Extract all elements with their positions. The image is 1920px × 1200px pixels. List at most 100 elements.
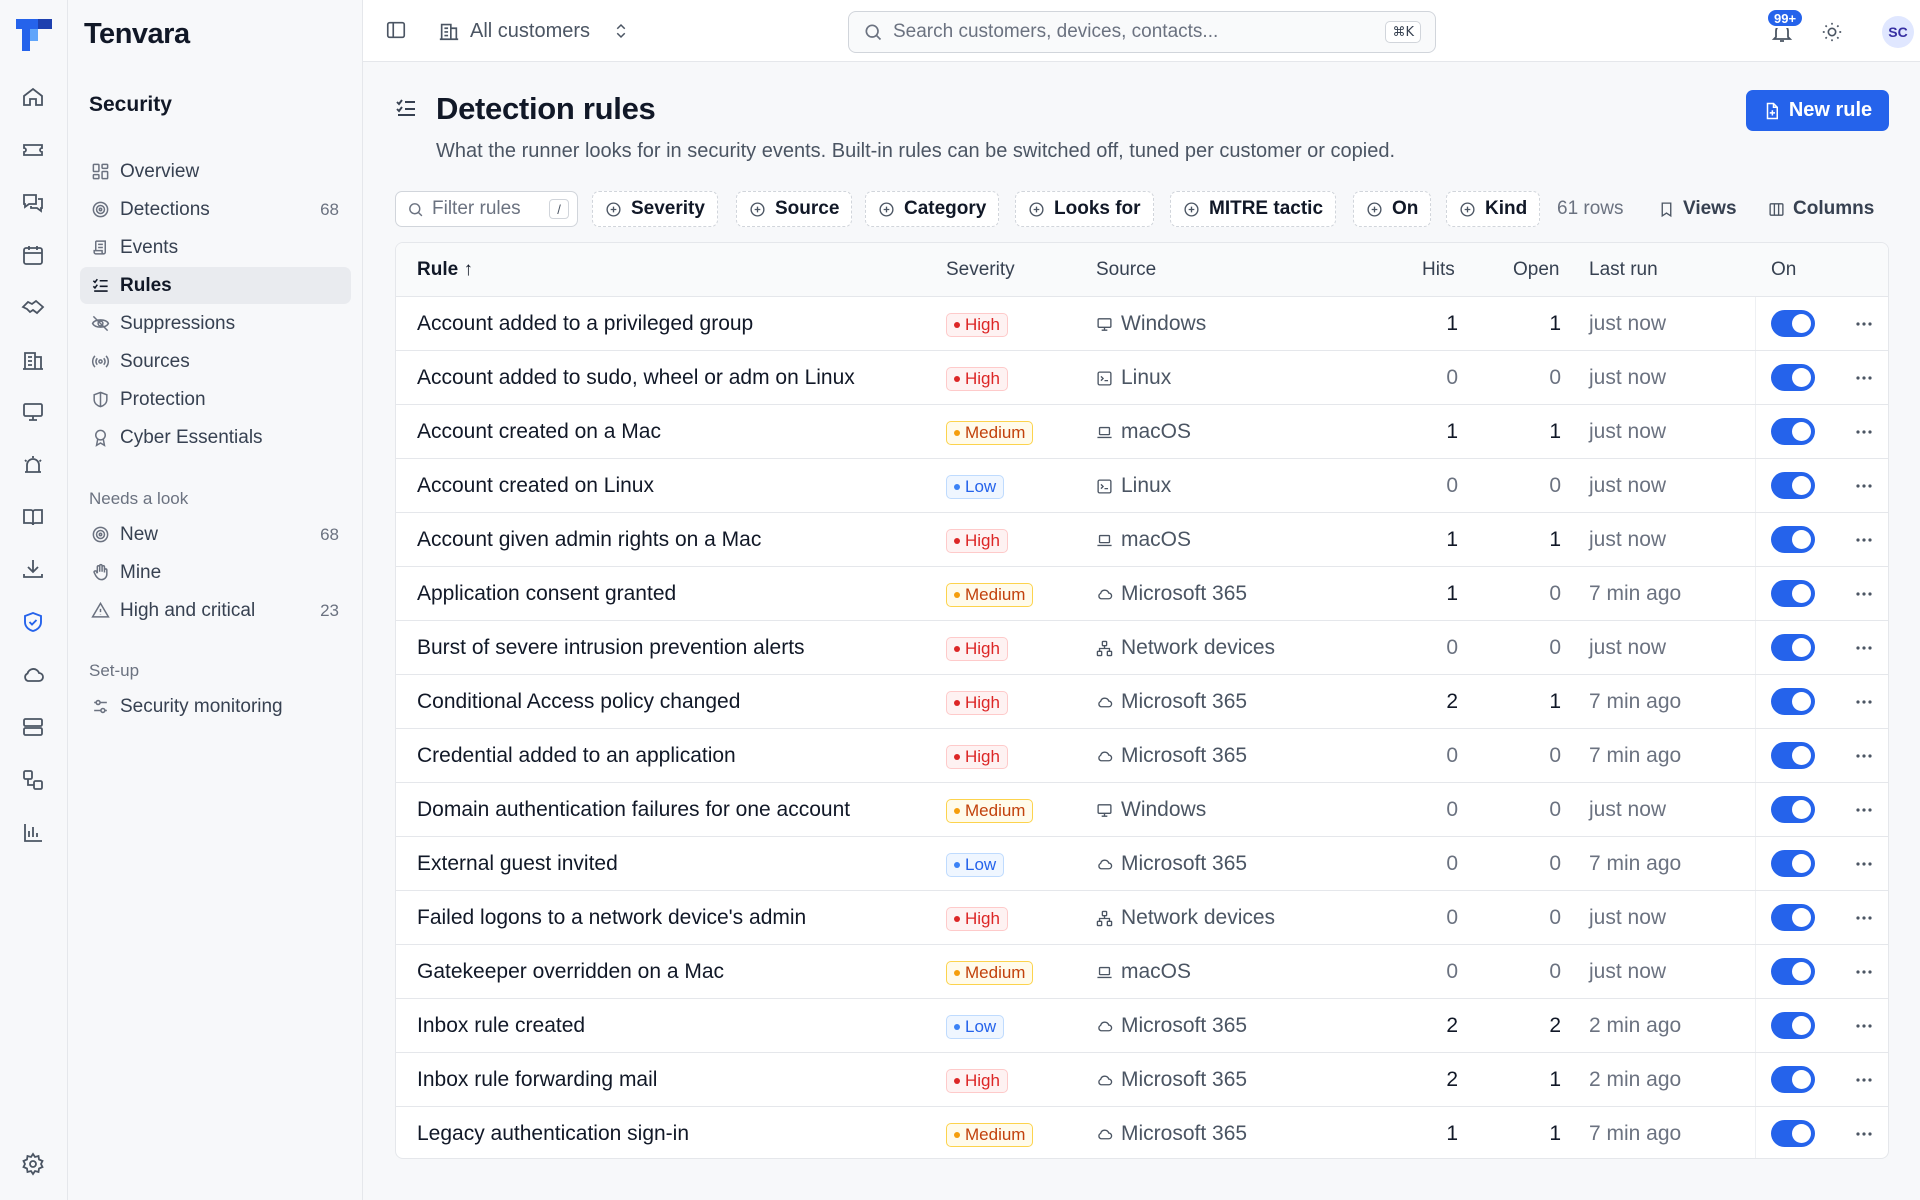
sidebar-item-sources[interactable]: Sources [80, 343, 351, 380]
rule-name[interactable]: Gatekeeper overridden on a Mac [417, 960, 725, 983]
table-row[interactable]: Conditional Access policy changed High Mic… [396, 675, 1888, 729]
rule-enabled-toggle[interactable] [1771, 1120, 1815, 1147]
column-header-open[interactable]: Open [1513, 259, 1560, 280]
more-actions-icon[interactable] [1853, 367, 1875, 389]
filter-chip-looks-for[interactable]: Looks for [1015, 191, 1154, 227]
rule-enabled-toggle[interactable] [1771, 742, 1815, 769]
more-actions-icon[interactable] [1853, 691, 1875, 713]
rule-name[interactable]: Account given admin rights on a Mac [417, 528, 762, 551]
filter-chip-category[interactable]: Category [865, 191, 1000, 227]
more-actions-icon[interactable] [1853, 1123, 1875, 1145]
rule-enabled-toggle[interactable] [1771, 580, 1815, 607]
rule-enabled-toggle[interactable] [1771, 1066, 1815, 1093]
filter-chip-severity[interactable]: Severity [592, 191, 718, 227]
book-icon[interactable] [20, 504, 46, 530]
column-header-rule[interactable]: Rule ↑ [417, 259, 473, 280]
table-row[interactable]: Application consent granted Medium Microso… [396, 567, 1888, 621]
column-header-last-run[interactable]: Last run [1589, 259, 1658, 280]
sidebar-item-rules[interactable]: Rules [80, 267, 351, 304]
table-row[interactable]: Inbox rule forwarding mail High Microsoft … [396, 1053, 1888, 1107]
settings-icon[interactable] [20, 1151, 46, 1177]
rule-name[interactable]: Burst of severe intrusion prevention ale… [417, 636, 805, 659]
more-actions-icon[interactable] [1853, 1069, 1875, 1091]
column-header-on[interactable]: On [1771, 259, 1797, 280]
ticket-icon[interactable] [20, 137, 46, 163]
filter-chip-kind[interactable]: Kind [1446, 191, 1541, 227]
rule-name[interactable]: Account created on Linux [417, 474, 654, 497]
rule-name[interactable]: Account created on a Mac [417, 420, 661, 443]
sidebar-item-events[interactable]: Events [80, 229, 351, 266]
filter-rules-input[interactable] [432, 198, 542, 220]
sidebar-item-suppressions[interactable]: Suppressions [80, 305, 351, 342]
more-actions-icon[interactable] [1853, 1015, 1875, 1037]
rule-enabled-toggle[interactable] [1771, 904, 1815, 931]
rule-name[interactable]: Domain authentication failures for one a… [417, 798, 851, 821]
monitor-icon[interactable] [20, 399, 46, 425]
more-actions-icon[interactable] [1853, 853, 1875, 875]
table-row[interactable]: External guest invited Low Microsoft 365 0 0… [396, 837, 1888, 891]
sidebar-item-protection[interactable]: Protection [80, 381, 351, 418]
sidebar-item-overview[interactable]: Overview [80, 153, 351, 190]
table-row[interactable]: Account added to a privileged group High W… [396, 297, 1888, 351]
column-header-hits[interactable]: Hits [1422, 259, 1455, 280]
sidebar-item-mine[interactable]: Mine [80, 554, 351, 591]
table-row[interactable]: Account created on Linux Low Linux 0 0 just n… [396, 459, 1888, 513]
table-row[interactable]: Gatekeeper overridden on a Mac Medium macO… [396, 945, 1888, 999]
sidebar-toggle-icon[interactable] [385, 19, 407, 41]
shield-icon[interactable] [20, 609, 46, 635]
rule-name[interactable]: Conditional Access policy changed [417, 690, 741, 713]
customer-selector[interactable]: All customers [438, 15, 630, 47]
rule-enabled-toggle[interactable] [1771, 310, 1815, 337]
workflow-icon[interactable] [20, 767, 46, 793]
alarm-icon[interactable] [20, 452, 46, 478]
filter-chip-on[interactable]: On [1353, 191, 1432, 227]
new-rule-button[interactable]: New rule [1746, 90, 1889, 131]
handshake-icon[interactable] [20, 294, 46, 320]
table-row[interactable]: Credential added to an application High Mi… [396, 729, 1888, 783]
sidebar-item-high-and-critical[interactable]: High and critical 23 [80, 592, 351, 629]
home-icon[interactable] [20, 84, 46, 110]
table-row[interactable]: Failed logons to a network device's admi… [396, 891, 1888, 945]
building-icon[interactable] [20, 347, 46, 373]
rule-name[interactable]: External guest invited [417, 852, 618, 875]
rule-name[interactable]: Inbox rule forwarding mail [417, 1068, 658, 1091]
columns-button[interactable]: Columns [1768, 191, 1874, 227]
table-row[interactable]: Domain authentication failures for one a… [396, 783, 1888, 837]
rule-enabled-toggle[interactable] [1771, 634, 1815, 661]
sidebar-item-cyber-essentials[interactable]: Cyber Essentials [80, 419, 351, 456]
rule-enabled-toggle[interactable] [1771, 958, 1815, 985]
sidebar-item-new[interactable]: New 68 [80, 516, 351, 553]
filter-rules-field[interactable]: / [395, 191, 578, 227]
table-row[interactable]: Account created on a Mac Medium macOS 1 1 jus… [396, 405, 1888, 459]
sidebar-item-security-monitoring[interactable]: Security monitoring [80, 688, 351, 725]
rule-name[interactable]: Failed logons to a network device's admi… [417, 906, 807, 929]
rule-enabled-toggle[interactable] [1771, 418, 1815, 445]
table-row[interactable]: Burst of severe intrusion prevention ale… [396, 621, 1888, 675]
global-search[interactable]: ⌘K [848, 11, 1436, 53]
more-actions-icon[interactable] [1853, 529, 1875, 551]
column-header-source[interactable]: Source [1096, 259, 1157, 280]
rule-enabled-toggle[interactable] [1771, 688, 1815, 715]
rule-name[interactable]: Account added to a privileged group [417, 312, 754, 335]
rule-name[interactable]: Legacy authentication sign-in [417, 1122, 690, 1145]
rule-enabled-toggle[interactable] [1771, 364, 1815, 391]
rule-enabled-toggle[interactable] [1771, 796, 1815, 823]
more-actions-icon[interactable] [1853, 475, 1875, 497]
rule-name[interactable]: Inbox rule created [417, 1014, 586, 1037]
rule-name[interactable]: Credential added to an application [417, 744, 736, 767]
avatar[interactable]: SC [1882, 16, 1914, 48]
filter-chip-mitre-tactic[interactable]: MITRE tactic [1170, 191, 1337, 227]
search-input[interactable] [893, 21, 1363, 43]
rule-enabled-toggle[interactable] [1771, 526, 1815, 553]
table-row[interactable]: Legacy authentication sign-in Medium Micro… [396, 1107, 1888, 1158]
filter-chip-source[interactable]: Source [736, 191, 853, 227]
rule-name[interactable]: Application consent granted [417, 582, 677, 605]
more-actions-icon[interactable] [1853, 313, 1875, 335]
rule-enabled-toggle[interactable] [1771, 1012, 1815, 1039]
table-row[interactable]: Account added to sudo, wheel or adm on L… [396, 351, 1888, 405]
more-actions-icon[interactable] [1853, 961, 1875, 983]
cloud-icon[interactable] [20, 662, 46, 688]
more-actions-icon[interactable] [1853, 583, 1875, 605]
bar-chart-icon[interactable] [20, 820, 46, 846]
column-header-severity[interactable]: Severity [946, 259, 1015, 280]
